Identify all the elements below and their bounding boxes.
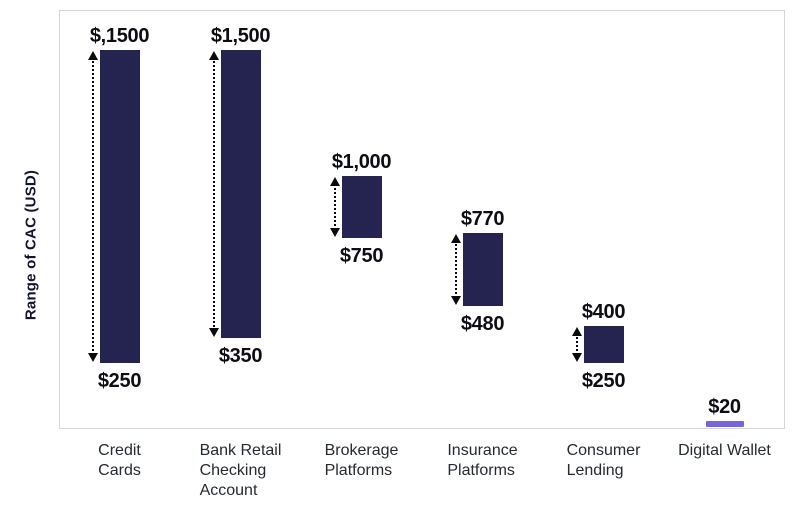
x-axis-category-label: Credit Cards <box>98 442 141 479</box>
value-line-digital-wallet <box>705 420 744 427</box>
x-axis-category-label: Insurance Platforms <box>447 442 518 479</box>
arrow-dotted-line <box>213 58 215 331</box>
range-bar-insurance-platforms <box>462 233 503 306</box>
max-value-label-bank-retail-checking-account: $1,500 <box>210 25 271 48</box>
max-value-label-digital-wallet: $20 <box>708 395 741 418</box>
x-axis-category-label: Consumer Lending <box>566 442 641 479</box>
range-bar-credit-cards <box>99 50 140 364</box>
min-value-label-brokerage-platforms: $750 <box>339 245 384 268</box>
max-value-label-credit-cards: $,1500 <box>89 25 150 48</box>
x-axis-category-credit-cards: Credit Cards <box>59 441 180 501</box>
arrow-up-icon <box>209 51 219 61</box>
x-axis-category-digital-wallet: Digital Wallet <box>664 441 785 501</box>
range-arrow-consumer-lending <box>572 326 583 363</box>
x-axis-category-insurance-platforms: Insurance Platforms <box>422 441 543 501</box>
x-axis-category-brokerage-platforms: Brokerage Platforms <box>301 441 422 501</box>
arrow-dotted-line <box>92 58 94 356</box>
min-value-label-insurance-platforms: $480 <box>460 312 505 335</box>
max-value-label-consumer-lending: $400 <box>581 300 626 323</box>
max-value-label-brokerage-platforms: $1,000 <box>331 150 392 173</box>
x-axis-category-label: Digital Wallet <box>678 442 771 459</box>
arrow-up-icon <box>330 176 340 186</box>
range-bar-consumer-lending <box>583 325 624 364</box>
min-value-label-consumer-lending: $250 <box>581 370 626 393</box>
arrow-up-icon <box>88 51 98 61</box>
y-axis-label: Range of CAC (USD) <box>22 169 40 321</box>
range-arrow-bank-retail-checking-account <box>209 51 220 338</box>
range-arrow-insurance-platforms <box>451 234 462 305</box>
range-bar-brokerage-platforms <box>341 175 382 239</box>
range-arrow-brokerage-platforms <box>330 176 341 238</box>
min-value-label-bank-retail-checking-account: $350 <box>218 345 263 368</box>
arrow-down-icon <box>209 328 219 338</box>
arrow-down-icon <box>572 353 582 363</box>
min-value-label-credit-cards: $250 <box>97 370 142 393</box>
arrow-up-icon <box>572 326 582 336</box>
arrow-dotted-line <box>455 241 457 298</box>
x-axis-category-bank-retail-checking-account: Bank Retail Checking Account <box>180 441 301 501</box>
plot-area <box>59 10 785 429</box>
x-axis-category-consumer-lending: Consumer Lending <box>543 441 664 501</box>
x-axis-category-row: Credit Cards Bank Retail Checking Account Bro… <box>59 441 785 501</box>
max-value-label-insurance-platforms: $770 <box>460 208 505 231</box>
arrow-dotted-line <box>576 333 578 356</box>
arrow-dotted-line <box>334 183 336 231</box>
arrow-down-icon <box>451 295 461 305</box>
x-axis-category-label: Brokerage Platforms <box>324 442 399 479</box>
range-arrow-credit-cards <box>88 51 99 363</box>
x-axis-category-label: Bank Retail Checking Account <box>199 442 282 499</box>
arrow-up-icon <box>451 234 461 244</box>
arrow-down-icon <box>88 353 98 363</box>
arrow-down-icon <box>330 228 340 238</box>
range-bar-bank-retail-checking-account <box>220 50 261 339</box>
